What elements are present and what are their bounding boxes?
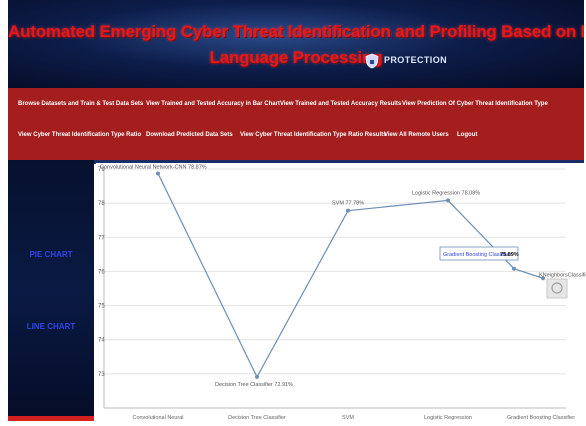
line-chart-panel: 73 74 75 76 77 78 79 Convolutional Neural Decis… (96, 163, 586, 421)
x-tick-label: Logistic Regression (424, 415, 472, 421)
tooltip-box (439, 246, 519, 261)
data-point[interactable] (512, 266, 516, 271)
data-point-label: SVM 77.78% (332, 201, 364, 207)
y-tick-label: 75 (98, 304, 105, 310)
line-chart-link[interactable]: LINE CHART (26, 322, 76, 331)
brand-text: PROTECTION (384, 55, 448, 65)
y-tick-label: 76 (98, 269, 105, 275)
y-tick-label: 73 (98, 372, 105, 378)
tooltip-value: 75.89% (500, 252, 519, 258)
menu-icon (551, 282, 563, 294)
nav-download-predicted[interactable]: Download Predicted Data Sets (146, 132, 233, 138)
top-navigation: Browse Datasets and Train & Test Data Se… (8, 88, 584, 160)
tooltip-label: Gradient Boosting Classifier: (443, 252, 513, 258)
x-tick-label: SVM (342, 415, 354, 421)
data-point[interactable] (346, 208, 350, 213)
x-tick-label: Decision Tree Classifier (228, 415, 286, 421)
page-title-line2: Language Processing (209, 48, 383, 67)
pie-chart-link[interactable]: PIE CHART (29, 250, 73, 259)
nav-browse-datasets[interactable]: Browse Datasets and Train & Test Data Se… (18, 101, 144, 107)
y-tick-label: 77 (98, 235, 105, 241)
x-tick-label: Convolutional Neural (132, 415, 183, 421)
data-point[interactable] (446, 198, 450, 203)
series-line (157, 173, 544, 379)
chart-top-strip (94, 160, 584, 164)
nav-type-ratio-results[interactable]: View Cyber Threat Identification Type Ra… (240, 132, 387, 138)
sidebar: PIE CHART LINE CHART (8, 160, 94, 421)
data-point[interactable] (255, 374, 259, 379)
nav-accuracy-bar-chart[interactable]: View Trained and Tested Accuracy in Bar … (146, 101, 280, 107)
x-tick-label: Gradient Boosting Classifier (507, 415, 575, 421)
shield-icon (365, 53, 379, 69)
nav-accuracy-results[interactable]: View Trained and Tested Accuracy Results (280, 101, 402, 107)
data-point[interactable] (156, 171, 160, 176)
nav-remote-users[interactable]: View All Remote Users (384, 132, 449, 138)
y-tick-label: 78 (98, 201, 105, 207)
page-title-line1: Automated Emerging Cyber Threat Identifi… (8, 22, 584, 41)
data-point-label: Decision Tree Classifier 72.91% (215, 382, 293, 388)
chart-context-menu-button[interactable] (546, 278, 568, 299)
data-point[interactable] (541, 276, 545, 281)
y-tick-label: 79 (98, 167, 105, 173)
data-point-label: KNeighborsClassifier 75.8 (539, 272, 586, 278)
header-banner: Automated Emerging Cyber Threat Identifi… (8, 0, 584, 88)
y-tick-label: 74 (98, 338, 105, 344)
data-point-label: Convolutional Neural Network-CNN 78.87% (100, 164, 207, 170)
data-point-label: Logistic Regression 78.08% (412, 190, 480, 196)
nav-prediction-type[interactable]: View Prediction Of Cyber Threat Identifi… (402, 101, 548, 107)
nav-type-ratio[interactable]: View Cyber Threat Identification Type Ra… (18, 132, 142, 138)
nav-logout[interactable]: Logout (457, 132, 478, 138)
accuracy-line-chart: 73 74 75 76 77 78 79 Convolutional Neural Decis… (98, 164, 586, 421)
chart-tooltip: Gradient Boosting Classifier:75.89% (439, 246, 519, 261)
bottom-red-bar (8, 416, 94, 421)
